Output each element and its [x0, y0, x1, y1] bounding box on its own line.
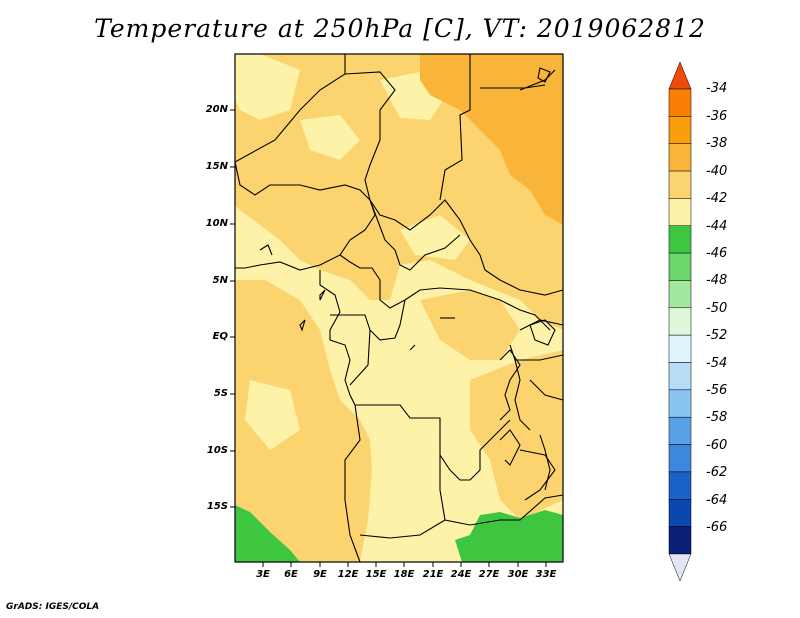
lon-label-12e: 12E [337, 569, 359, 580]
colorbar-label-1: -36 [706, 109, 728, 124]
lon-label-33e: 33E [535, 569, 557, 580]
lat-label-20n: 20N [205, 104, 228, 115]
colorbar-label-10: -54 [706, 356, 728, 371]
colorbar-swatch-13 [668, 444, 692, 473]
colorbar-label-11: -56 [706, 383, 728, 398]
colorbar-swatch-5 [668, 225, 692, 254]
lon-label-27e: 27E [478, 569, 500, 580]
colorbar-swatch-7 [668, 280, 692, 309]
colorbar [668, 61, 692, 582]
colorbar-label-8: -50 [706, 301, 728, 316]
lon-label-15e: 15E [365, 569, 387, 580]
colorbar-label-3: -40 [706, 164, 728, 179]
lat-label-5s: 5S [213, 388, 228, 399]
colorbar-label-4: -42 [706, 191, 728, 206]
colorbar-swatch-11 [668, 389, 692, 418]
lat-label-15s: 15S [206, 501, 228, 512]
lon-label-6e: 6E [284, 569, 298, 580]
colorbar-swatch-3 [668, 170, 692, 199]
colorbar-label-16: -66 [706, 520, 728, 535]
colorbar-label-12: -58 [706, 410, 728, 425]
colorbar-label-0: -34 [706, 81, 728, 96]
colorbar-swatch-15 [668, 499, 692, 527]
colorbar-label-7: -48 [706, 273, 728, 288]
colorbar-label-2: -38 [706, 136, 728, 151]
lon-label-21e: 21E [422, 569, 444, 580]
colorbar-swatch-8 [668, 307, 692, 336]
colorbar-swatch-14 [668, 471, 692, 500]
colorbar-label-13: -60 [706, 438, 728, 453]
colorbar-swatch-16 [668, 526, 692, 555]
grads-credit: GrADS: IGES/COLA [6, 602, 100, 612]
colorbar-label-6: -46 [706, 246, 728, 261]
colorbar-label-9: -52 [706, 328, 728, 343]
colorbar-swatch-10 [668, 362, 692, 391]
lat-ticks [230, 109, 235, 508]
lon-label-30e: 30E [507, 569, 529, 580]
lat-label-15n: 15N [205, 161, 228, 172]
colorbar-swatch-9 [668, 334, 692, 363]
plot-frame [234, 53, 564, 563]
colorbar-swatch-2 [668, 143, 692, 172]
field-light-patches [235, 54, 470, 450]
colorbar-bottom-arrow [668, 553, 692, 582]
lon-label-9e: 9E [313, 569, 327, 580]
colorbar-swatch-6 [668, 252, 692, 281]
lat-label-10s: 10S [206, 445, 228, 456]
colorbar-label-14: -62 [706, 465, 728, 480]
lat-label-eq: EQ [212, 331, 228, 342]
field-band-38-40 [420, 54, 563, 225]
colorbar-swatch-4 [668, 198, 692, 226]
lon-label-24e: 24E [450, 569, 472, 580]
colorbar-swatch-12 [668, 416, 692, 445]
lon-label-3e: 3E [256, 569, 270, 580]
map-title: Temperature at 250hPa [C], VT: 201906281… [94, 14, 706, 43]
lakes-and-coast [259, 67, 556, 491]
colorbar-top-arrow [668, 61, 692, 90]
lat-label-5n: 5N [212, 275, 228, 286]
lat-label-10n: 10N [205, 218, 228, 229]
colorbar-swatch-0 [668, 88, 692, 117]
colorbar-swatch-1 [668, 116, 692, 144]
colorbar-label-5: -44 [706, 219, 728, 234]
country-borders [234, 54, 564, 563]
lon-label-18e: 18E [393, 569, 415, 580]
lon-ticks [262, 562, 547, 567]
colorbar-label-15: -64 [706, 493, 728, 508]
